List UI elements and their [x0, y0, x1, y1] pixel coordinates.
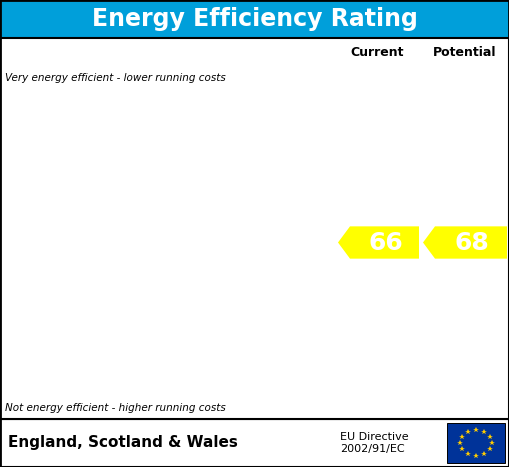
Polygon shape	[0, 224, 290, 262]
Text: Energy Efficiency Rating: Energy Efficiency Rating	[92, 7, 417, 31]
Text: G: G	[312, 354, 327, 372]
Text: Current: Current	[351, 47, 404, 59]
Text: F: F	[315, 313, 327, 332]
Bar	[0, 38, 509, 419]
Text: England, Scotland & Wales: England, Scotland & Wales	[8, 436, 238, 451]
Text: (69-80): (69-80)	[6, 198, 46, 207]
Polygon shape	[0, 143, 210, 182]
Text: E: E	[313, 274, 325, 291]
Text: A: A	[151, 113, 165, 132]
Text: Not energy efficient - higher running costs: Not energy efficient - higher running co…	[5, 403, 226, 413]
Text: (81-91): (81-91)	[6, 157, 46, 168]
Bar	[0, 0, 509, 38]
Polygon shape	[0, 304, 355, 341]
Text: (39-54): (39-54)	[6, 277, 46, 288]
Polygon shape	[0, 184, 250, 221]
Bar	[447, 423, 505, 463]
Text: C: C	[232, 193, 245, 212]
Polygon shape	[0, 344, 332, 382]
Text: D: D	[270, 234, 285, 252]
Text: Potential: Potential	[433, 47, 496, 59]
Polygon shape	[423, 226, 507, 259]
Text: Very energy efficient - lower running costs: Very energy efficient - lower running co…	[5, 73, 226, 83]
Text: EU Directive
2002/91/EC: EU Directive 2002/91/EC	[340, 432, 409, 454]
Polygon shape	[338, 226, 419, 259]
Bar	[0, 419, 509, 467]
Text: B: B	[191, 154, 205, 171]
Text: (55-68): (55-68)	[6, 238, 46, 248]
Text: (1-20): (1-20)	[6, 358, 39, 368]
Polygon shape	[0, 263, 330, 302]
Text: 68: 68	[455, 231, 489, 255]
Polygon shape	[0, 104, 170, 142]
Text: (21-38): (21-38)	[6, 318, 46, 327]
Text: 66: 66	[368, 231, 403, 255]
Text: (92+): (92+)	[6, 118, 37, 127]
